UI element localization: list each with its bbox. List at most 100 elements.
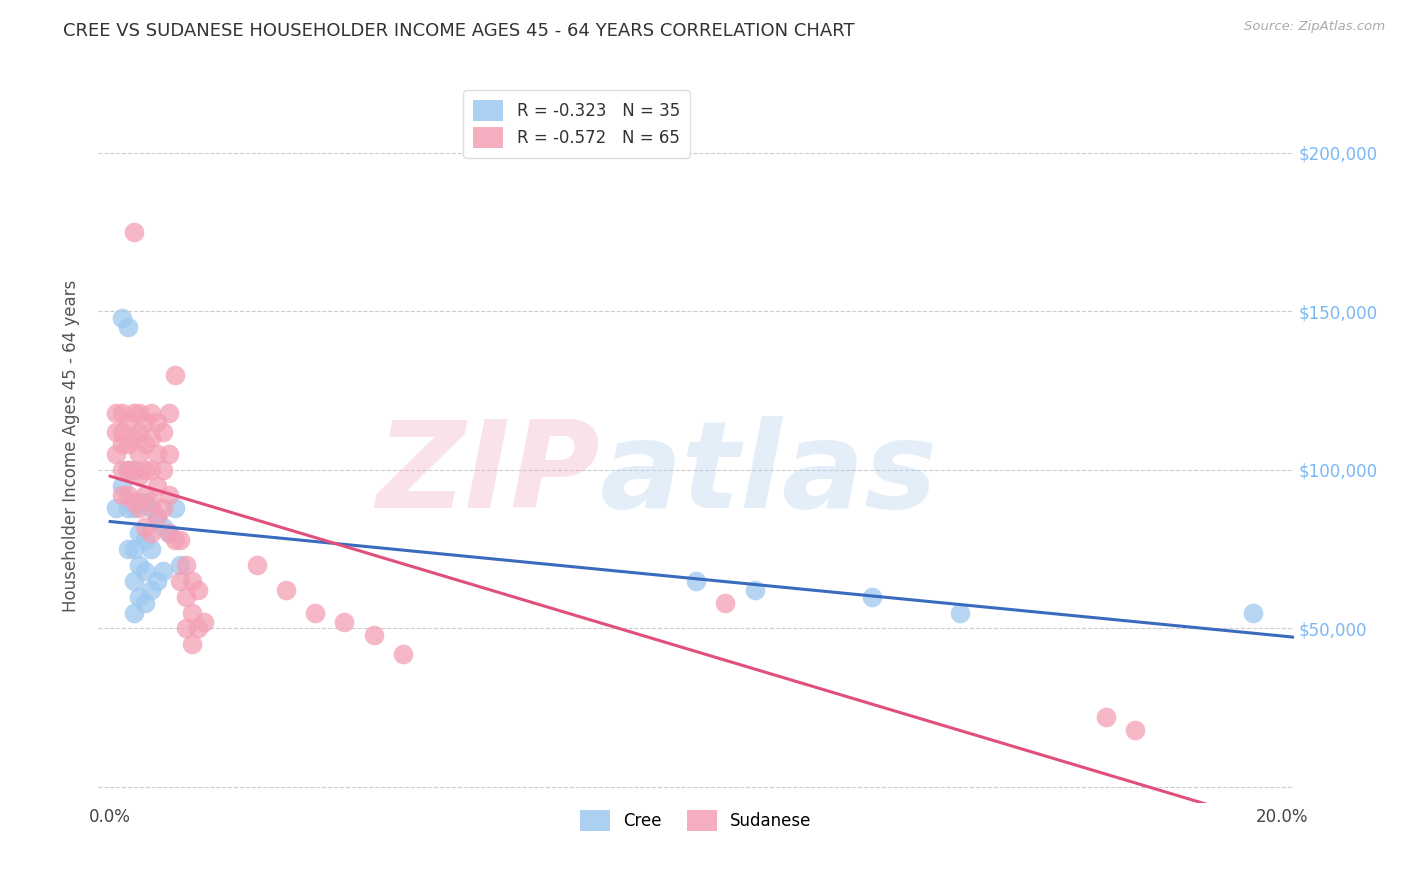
- Point: [128, 590, 150, 604]
- Point: [128, 500, 150, 515]
- Point: [157, 447, 180, 461]
- Point: [363, 628, 385, 642]
- Point: [111, 437, 134, 451]
- Point: [122, 431, 145, 445]
- Point: [169, 574, 191, 588]
- Point: [146, 478, 169, 492]
- Point: [146, 510, 169, 524]
- Point: [134, 494, 156, 508]
- Point: [128, 526, 150, 541]
- Point: [744, 583, 766, 598]
- Point: [187, 621, 209, 635]
- Point: [181, 606, 204, 620]
- Point: [122, 606, 145, 620]
- Point: [187, 583, 209, 598]
- Point: [122, 225, 145, 239]
- Point: [157, 526, 180, 541]
- Point: [128, 425, 150, 439]
- Point: [1125, 723, 1147, 737]
- Point: [128, 494, 150, 508]
- Point: [105, 447, 128, 461]
- Point: [304, 606, 326, 620]
- Text: Source: ZipAtlas.com: Source: ZipAtlas.com: [1244, 20, 1385, 33]
- Point: [111, 310, 134, 325]
- Point: [141, 526, 163, 541]
- Point: [181, 637, 204, 651]
- Point: [117, 320, 139, 334]
- Point: [141, 431, 163, 445]
- Point: [174, 621, 197, 635]
- Point: [134, 564, 156, 578]
- Text: atlas: atlas: [600, 416, 938, 533]
- Point: [152, 500, 174, 515]
- Point: [152, 520, 174, 534]
- Point: [163, 368, 186, 382]
- Point: [157, 526, 180, 541]
- Point: [105, 425, 128, 439]
- Point: [134, 520, 156, 534]
- Point: [134, 415, 156, 429]
- Point: [141, 494, 163, 508]
- Point: [141, 583, 163, 598]
- Point: [122, 500, 145, 515]
- Point: [117, 542, 139, 557]
- Point: [169, 533, 191, 547]
- Point: [117, 437, 139, 451]
- Point: [169, 558, 191, 572]
- Point: [152, 425, 174, 439]
- Point: [174, 558, 197, 572]
- Point: [141, 463, 163, 477]
- Point: [128, 447, 150, 461]
- Point: [134, 463, 156, 477]
- Point: [146, 574, 169, 588]
- Point: [193, 615, 215, 629]
- Point: [111, 425, 134, 439]
- Point: [141, 542, 163, 557]
- Point: [146, 510, 169, 524]
- Point: [117, 463, 139, 477]
- Point: [392, 647, 415, 661]
- Point: [111, 406, 134, 420]
- Point: [128, 406, 150, 420]
- Point: [134, 533, 156, 547]
- Point: [141, 406, 163, 420]
- Point: [128, 558, 150, 572]
- Text: CREE VS SUDANESE HOUSEHOLDER INCOME AGES 45 - 64 YEARS CORRELATION CHART: CREE VS SUDANESE HOUSEHOLDER INCOME AGES…: [63, 22, 855, 40]
- Point: [860, 590, 883, 604]
- Point: [948, 606, 970, 620]
- Point: [152, 564, 174, 578]
- Point: [122, 494, 145, 508]
- Legend: Cree, Sudanese: Cree, Sudanese: [574, 804, 818, 838]
- Point: [163, 533, 186, 547]
- Point: [117, 488, 139, 502]
- Point: [181, 574, 204, 588]
- Point: [146, 415, 169, 429]
- Y-axis label: Householder Income Ages 45 - 64 years: Householder Income Ages 45 - 64 years: [62, 280, 80, 612]
- Text: ZIP: ZIP: [377, 416, 600, 533]
- Point: [274, 583, 297, 598]
- Point: [157, 406, 180, 420]
- Point: [122, 406, 145, 420]
- Point: [174, 590, 197, 604]
- Point: [1241, 606, 1264, 620]
- Point: [714, 596, 737, 610]
- Point: [333, 615, 356, 629]
- Point: [246, 558, 269, 572]
- Point: [117, 500, 139, 515]
- Point: [122, 463, 145, 477]
- Point: [111, 488, 134, 502]
- Point: [105, 406, 128, 420]
- Point: [134, 488, 156, 502]
- Point: [1095, 710, 1118, 724]
- Point: [146, 447, 169, 461]
- Point: [128, 469, 150, 483]
- Point: [105, 500, 128, 515]
- Point: [134, 596, 156, 610]
- Point: [163, 500, 186, 515]
- Point: [117, 463, 139, 477]
- Point: [157, 488, 180, 502]
- Point: [152, 463, 174, 477]
- Point: [111, 478, 134, 492]
- Point: [111, 463, 134, 477]
- Point: [122, 542, 145, 557]
